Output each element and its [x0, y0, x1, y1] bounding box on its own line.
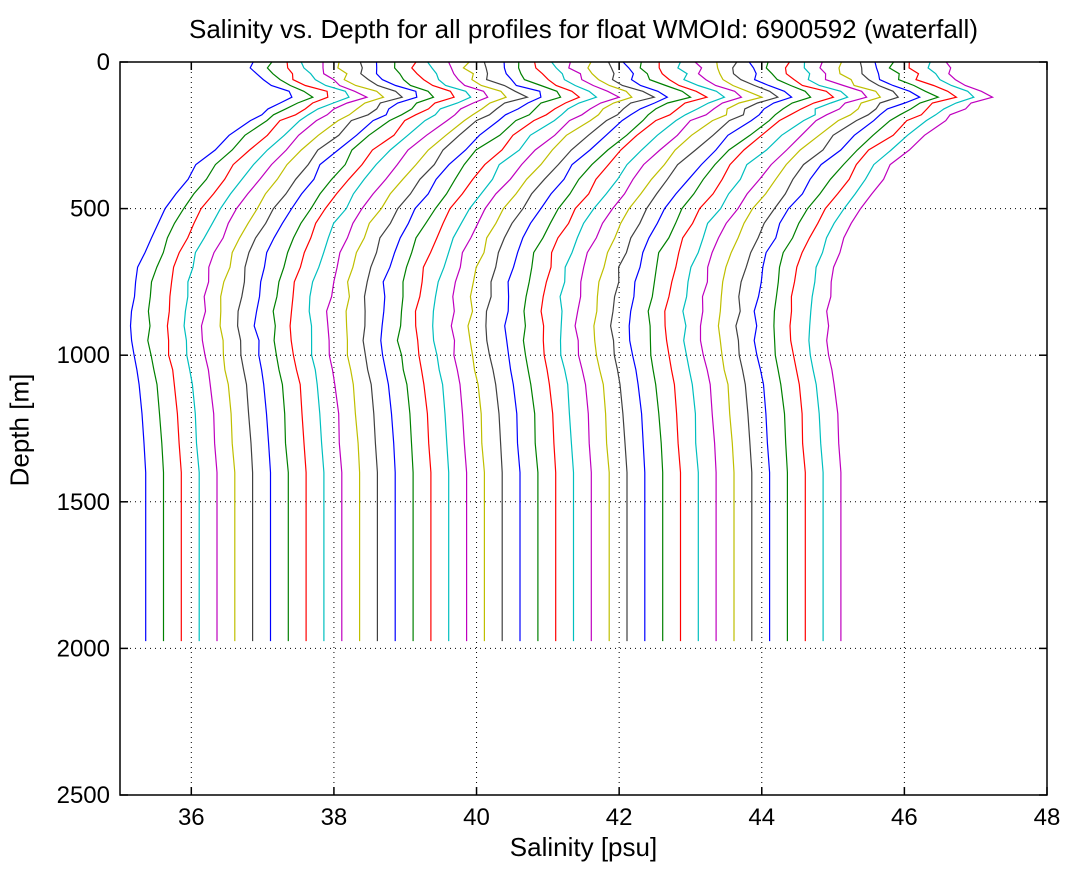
y-tick: 1500	[57, 489, 1047, 516]
salinity-profile-line	[773, 61, 940, 642]
y-tick: 0	[97, 49, 1047, 76]
x-tick-label: 46	[891, 804, 918, 831]
salinity-profile-line	[735, 61, 900, 642]
x-tick: 48	[1034, 62, 1061, 831]
x-axis-label: Salinity [psu]	[509, 832, 658, 862]
salinity-profile-line	[450, 61, 621, 642]
salinity-profile-line	[183, 61, 350, 642]
x-axis-ticks: 36 38 40 42 44 46 48	[178, 62, 1060, 831]
x-tick-label: 42	[606, 804, 633, 831]
salinity-profile-line	[414, 61, 581, 642]
salinity-profile-line	[253, 61, 418, 642]
salinity-profile-line	[396, 61, 562, 642]
salinity-profile-line	[826, 61, 995, 642]
y-axis-ticks: 0 500 1000 1500 2000 2500	[57, 49, 1047, 809]
y-tick: 2500	[57, 782, 1047, 809]
x-tick: 46	[891, 62, 918, 831]
y-tick-label: 1000	[57, 342, 110, 369]
salinity-profile-line	[467, 61, 633, 642]
salinity-profile-line	[147, 61, 315, 642]
salinity-profile-line	[647, 61, 812, 642]
salinity-profile-line	[200, 62, 369, 642]
salinity-profile-line	[325, 61, 489, 642]
chart-title: Salinity vs. Depth for all profiles for …	[189, 14, 978, 44]
x-tick-label: 38	[321, 804, 348, 831]
y-tick: 1000	[57, 342, 1047, 369]
salinity-profile-line	[129, 61, 293, 642]
salinity-profile-line	[808, 61, 975, 642]
x-tick: 36	[178, 62, 205, 831]
salinity-profile-line	[345, 61, 508, 642]
profile-series	[129, 61, 995, 642]
salinity-profile-line	[166, 61, 329, 642]
y-tick: 500	[70, 196, 1047, 223]
salinity-profile-line	[380, 61, 542, 642]
salinity-profile-line	[628, 61, 793, 642]
salinity-profile-line	[432, 61, 598, 642]
x-tick: 42	[606, 62, 633, 831]
y-tick-label: 2500	[57, 782, 110, 809]
y-tick-label: 500	[70, 196, 110, 223]
x-tick-label: 40	[463, 804, 490, 831]
grid-lines	[120, 62, 1047, 795]
salinity-profile-line	[753, 61, 922, 642]
salinity-profile-line	[236, 61, 404, 642]
salinity-profile-line	[289, 61, 456, 642]
salinity-profile-line	[272, 61, 435, 642]
salinity-profile-line	[559, 61, 726, 642]
salinity-profile-line	[219, 61, 385, 642]
salinity-profile-line	[540, 62, 709, 642]
salinity-profile-line	[308, 61, 472, 642]
y-tick-label: 1500	[57, 489, 110, 516]
salinity-profile-line	[522, 61, 692, 642]
salinity-profile-line	[574, 61, 743, 642]
x-tick: 40	[463, 62, 490, 831]
x-tick-label: 44	[748, 804, 775, 831]
salinity-profile-line	[699, 61, 868, 642]
salinity-profile-line	[593, 61, 764, 642]
salinity-profile-line	[664, 61, 835, 642]
x-tick-label: 36	[178, 804, 205, 831]
x-tick-label: 48	[1034, 804, 1061, 831]
salinity-profile-line	[682, 61, 849, 642]
salinity-profile-line	[485, 61, 656, 642]
y-tick: 2000	[57, 635, 1047, 662]
salinity-profile-line	[717, 61, 882, 642]
y-tick-label: 0	[97, 49, 110, 76]
plot-frame	[119, 61, 1048, 796]
salinity-profile-line	[789, 61, 958, 642]
salinity-profile-line	[609, 61, 780, 642]
x-tick: 44	[748, 62, 775, 831]
y-tick-label: 2000	[57, 635, 110, 662]
salinity-profile-line	[504, 61, 669, 642]
x-tick: 38	[321, 62, 348, 831]
salinity-profile-line	[362, 61, 530, 642]
